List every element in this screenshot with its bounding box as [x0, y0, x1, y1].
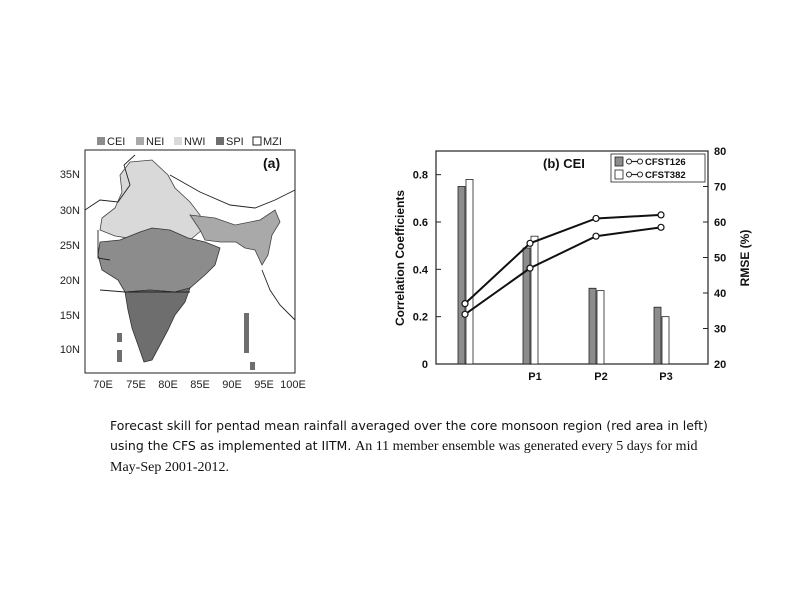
lon-label: 80E	[158, 379, 178, 391]
y2-tick-label: 40	[714, 288, 726, 300]
bar-cfst126	[457, 186, 466, 365]
y2-tick-label: 20	[714, 359, 726, 371]
map-panel-label: (a)	[263, 155, 280, 171]
bar-cfst382	[661, 316, 670, 365]
lat-label: 30N	[60, 205, 80, 217]
lat-label: 25N	[60, 240, 80, 252]
y2-tick-label: 30	[714, 324, 726, 336]
legend-label-cfst382: CFST382	[645, 170, 686, 181]
correlation-rmse-chart: (b) CEI CFST126 CFST382 0 0.2 0.4 0.6 0.8 20 3…	[393, 146, 752, 383]
lon-label: 70E	[93, 379, 113, 391]
y2-tick-label: 60	[714, 217, 726, 229]
island-andaman	[244, 313, 249, 353]
bar-cfst382	[596, 290, 605, 365]
legend-label-spi: SPI	[226, 136, 244, 148]
map-legend: CEI NEI NWI SPI MZI	[97, 136, 282, 148]
lat-label: 35N	[60, 169, 80, 181]
y-tick-label: 0.4	[413, 264, 429, 276]
bar-cfst382	[465, 179, 474, 365]
caption-part-a: Forecast skill for pentad mean rainfall …	[110, 418, 708, 453]
rmse-point-cfst126	[592, 214, 600, 223]
longitude-labels: 70E 75E 80E 85E 90E 95E 100E	[93, 379, 306, 391]
rmse-point-cfst126	[657, 211, 665, 219]
x-tick-label: P2	[594, 371, 607, 383]
legend-label-cei: CEI	[107, 136, 125, 148]
chart-title: (b) CEI	[543, 156, 585, 171]
rmse-point-cfst382	[657, 223, 665, 231]
lat-label: 10N	[60, 344, 80, 356]
bar-cfst126	[522, 247, 531, 365]
rmse-point-cfst382	[592, 232, 600, 240]
lon-label: 95E	[254, 379, 274, 391]
chart-panel: (b) CEI CFST126 CFST382 0 0.2 0.4 0.6 0.8 20 3…	[380, 130, 770, 395]
y-tick-label: 0.2	[413, 312, 428, 324]
rmse-point-cfst382	[526, 264, 534, 272]
y-axis-label: Correlation Coefficients	[393, 190, 407, 326]
island-lakshadweep-1	[117, 333, 122, 342]
legend-marker	[626, 158, 632, 165]
lon-label: 85E	[190, 379, 210, 391]
lat-label: 15N	[60, 310, 80, 322]
legend-bar-swatch-cfst382	[614, 169, 624, 180]
legend-box	[610, 153, 706, 183]
rmse-point-cfst126	[526, 239, 534, 247]
legend-marker	[626, 171, 632, 178]
border-outline-west	[84, 154, 136, 211]
legend-label-nwi: NWI	[184, 136, 205, 148]
legend-swatch-spi	[216, 137, 224, 145]
region-divider	[99, 289, 190, 293]
legend-label-mzi: MZI	[263, 136, 282, 148]
chart-marks: 0 0.2 0.4 0.6 0.8 20 30 40 50 60 70 80 P1 P2 P3	[413, 146, 727, 383]
lon-label: 90E	[222, 379, 242, 391]
y2-tick-label: 80	[714, 146, 726, 158]
rmse-line-cfst126	[464, 213, 662, 305]
caption-part-b: An 11 member ensemble was generated ever…	[110, 439, 698, 475]
y-tick-label: 0.6	[413, 217, 428, 229]
legend-swatch-cei	[97, 137, 105, 145]
y2-axis-label: RMSE (%)	[738, 230, 752, 287]
rmse-point-cfst382	[461, 310, 469, 318]
island-nicobar	[250, 362, 255, 370]
india-region-map: CEI NEI NWI SPI MZI (a)	[60, 136, 306, 391]
island-lakshadweep-2	[117, 350, 122, 362]
latitude-labels: 35N 30N 25N 20N 15N 10N	[60, 169, 80, 356]
legend-label-nei: NEI	[146, 136, 164, 148]
border-outline-east	[261, 269, 296, 321]
y-tick-label: 0.8	[413, 170, 428, 182]
border-outline-north	[169, 174, 296, 209]
figure-caption: Forecast skill for pentad mean rainfall …	[110, 416, 730, 478]
legend-label-cfst126: CFST126	[645, 157, 686, 168]
legend-swatch-mzi	[252, 136, 262, 146]
legend-swatch-nei	[136, 137, 144, 145]
y-tick-label: 0	[422, 359, 428, 371]
lon-label: 100E	[280, 379, 306, 391]
legend-bar-swatch-cfst126	[614, 156, 624, 167]
y2-tick-label: 70	[714, 182, 726, 194]
rmse-line-cfst382	[464, 226, 662, 316]
bar-cfst126	[653, 306, 662, 365]
bar-cfst382	[530, 235, 539, 365]
region-cei	[97, 227, 221, 293]
legend-marker	[637, 158, 643, 165]
x-tick-label: P3	[659, 371, 672, 383]
x-tick-label: P1	[528, 371, 541, 383]
lat-label: 20N	[60, 275, 80, 287]
y2-tick-label: 50	[714, 253, 726, 265]
west-box-outline	[97, 230, 111, 261]
lon-label: 75E	[126, 379, 146, 391]
map-panel: CEI NEI NWI SPI MZI (a)	[40, 130, 315, 395]
legend-swatch-nwi	[174, 137, 182, 145]
legend-marker	[637, 171, 643, 178]
region-spi	[124, 287, 191, 363]
bar-cfst126	[588, 287, 597, 365]
rmse-point-cfst126	[461, 300, 469, 308]
chart-legend: CFST126 CFST382	[610, 153, 706, 183]
region-nei	[189, 209, 281, 266]
